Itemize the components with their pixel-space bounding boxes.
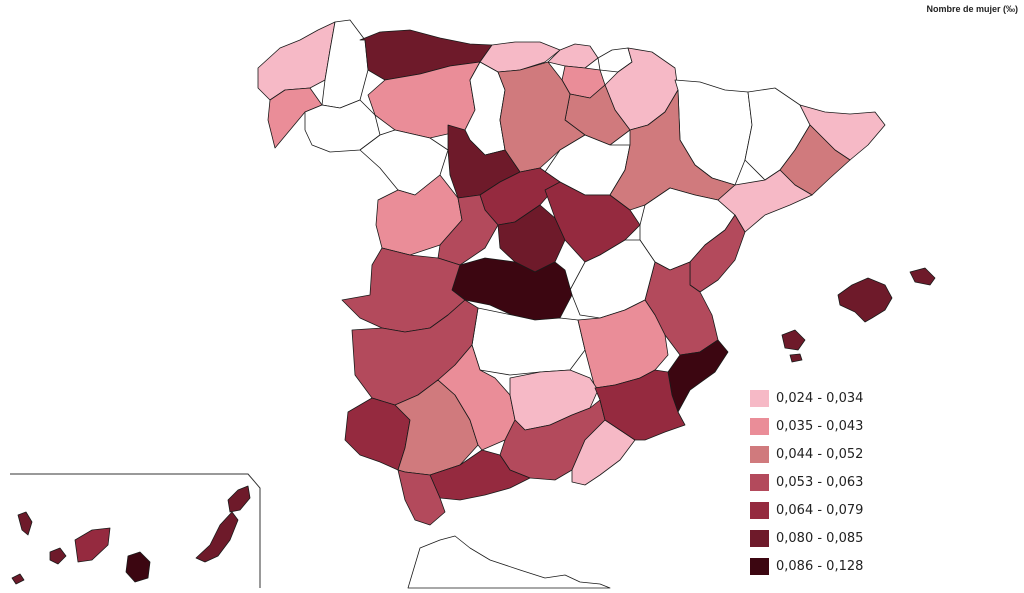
legend-label: 0,044 - 0,052 (776, 446, 864, 462)
island-fuerteventura[interactable] (195, 511, 239, 563)
island-formentera[interactable] (789, 353, 803, 363)
legend-label: 0,080 - 0,085 (776, 530, 864, 546)
province-cadiz[interactable] (397, 469, 446, 526)
legend-label: 0,064 - 0,079 (776, 502, 864, 518)
province-bizkaia[interactable] (547, 43, 599, 69)
legend-row: 0,080 - 0,085 (750, 524, 863, 552)
province-toledo[interactable] (447, 257, 573, 321)
legend-swatch (750, 501, 769, 519)
legend-row: 0,024 - 0,034 (750, 384, 863, 412)
legend-row: 0,035 - 0,043 (750, 412, 863, 440)
province-barcelona[interactable] (779, 124, 851, 196)
province-murcia[interactable] (594, 369, 686, 441)
legend-swatch (750, 473, 769, 491)
island-tenerife[interactable] (74, 527, 111, 563)
legend-row: 0,044 - 0,052 (750, 440, 863, 468)
legend-swatch (750, 445, 769, 463)
canary-inset-frame (10, 473, 261, 588)
province-tarragona[interactable] (717, 169, 813, 233)
island-lanzarote[interactable] (227, 485, 251, 513)
island-la-palma[interactable] (17, 511, 33, 536)
island-mallorca[interactable] (837, 277, 893, 323)
legend-row: 0,053 - 0,063 (750, 468, 863, 496)
legend-label: 0,053 - 0,063 (776, 474, 864, 490)
north-africa-coast (407, 535, 611, 589)
island-gran-canaria[interactable] (125, 551, 151, 583)
island-el-hierro[interactable] (11, 573, 25, 585)
legend-label: 0,086 - 0,128 (776, 558, 864, 574)
province-almeria[interactable] (571, 419, 636, 486)
island-menorca[interactable] (909, 267, 936, 286)
legend-row: 0,086 - 0,128 (750, 552, 863, 580)
province-avila[interactable] (437, 194, 499, 266)
legend-swatch (750, 417, 769, 435)
legend-label: 0,024 - 0,034 (776, 390, 864, 406)
legend-row: 0,064 - 0,079 (750, 496, 863, 524)
map-legend: 0,024 - 0,034 0,035 - 0,043 0,044 - 0,05… (750, 384, 863, 580)
legend-swatch (750, 557, 769, 575)
legend-swatch (750, 389, 769, 407)
province-a-coruna[interactable] (257, 21, 336, 101)
island-ibiza[interactable] (781, 329, 806, 351)
map-title: Nombre de mujer (‰) (926, 4, 1018, 14)
province-malaga[interactable] (429, 449, 531, 501)
legend-label: 0,035 - 0,043 (776, 418, 864, 434)
province-guadalajara[interactable] (544, 181, 641, 263)
legend-swatch (750, 529, 769, 547)
island-la-gomera[interactable] (49, 547, 67, 565)
province-zamora[interactable] (359, 129, 449, 196)
